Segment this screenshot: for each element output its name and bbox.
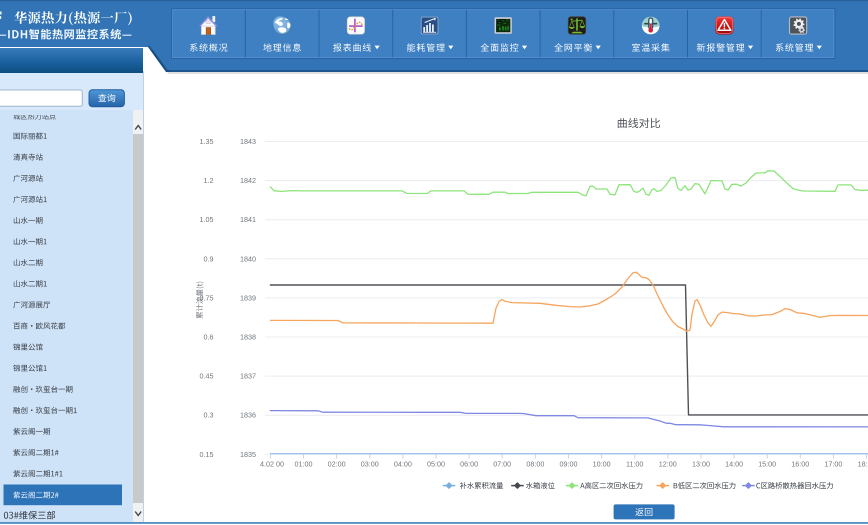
svg-text:07:00: 07:00: [493, 459, 511, 468]
svg-text:1.35: 1.35: [200, 137, 214, 146]
svg-text:03:00: 03:00: [361, 459, 379, 468]
svg-text:12:00: 12:00: [659, 459, 677, 468]
svg-text:05:00: 05:00: [427, 459, 445, 468]
svg-text:1841: 1841: [240, 215, 256, 224]
svg-text:1.2: 1.2: [204, 176, 214, 185]
svg-text:04:00: 04:00: [394, 459, 412, 468]
svg-text:16:00: 16:00: [791, 459, 809, 468]
svg-text:0.6: 0.6: [204, 333, 214, 342]
svg-text:01:00: 01:00: [295, 459, 313, 468]
svg-text:0.45: 0.45: [200, 372, 214, 381]
svg-text:09:00: 09:00: [560, 459, 578, 468]
svg-text:1837: 1837: [240, 372, 256, 381]
svg-text:15:00: 15:00: [758, 459, 776, 468]
svg-text:18:00: 18:00: [858, 459, 868, 468]
svg-text:11:00: 11:00: [626, 459, 643, 468]
svg-text:10:00: 10:00: [593, 459, 611, 468]
svg-text:1843: 1843: [240, 137, 256, 146]
svg-text:08:00: 08:00: [526, 459, 544, 468]
svg-text:14:00: 14:00: [725, 459, 743, 468]
svg-text:1835: 1835: [240, 450, 256, 459]
svg-text:1839: 1839: [240, 293, 256, 302]
svg-text:13:00: 13:00: [692, 459, 710, 468]
svg-text:02:00: 02:00: [328, 459, 346, 468]
svg-text:1842: 1842: [240, 176, 256, 185]
svg-text:1840: 1840: [240, 254, 256, 263]
svg-text:17:00: 17:00: [824, 459, 842, 468]
svg-text:1.05: 1.05: [200, 215, 214, 224]
svg-text:06:00: 06:00: [460, 459, 478, 468]
svg-text:1836: 1836: [240, 411, 256, 420]
svg-text:0.9: 0.9: [204, 254, 214, 263]
svg-text:0.15: 0.15: [200, 450, 214, 459]
svg-text:0.75: 0.75: [200, 293, 214, 302]
svg-text:1838: 1838: [240, 333, 256, 342]
svg-text:0.3: 0.3: [204, 411, 214, 420]
svg-text:4.02 00: 4.02 00: [260, 459, 284, 468]
